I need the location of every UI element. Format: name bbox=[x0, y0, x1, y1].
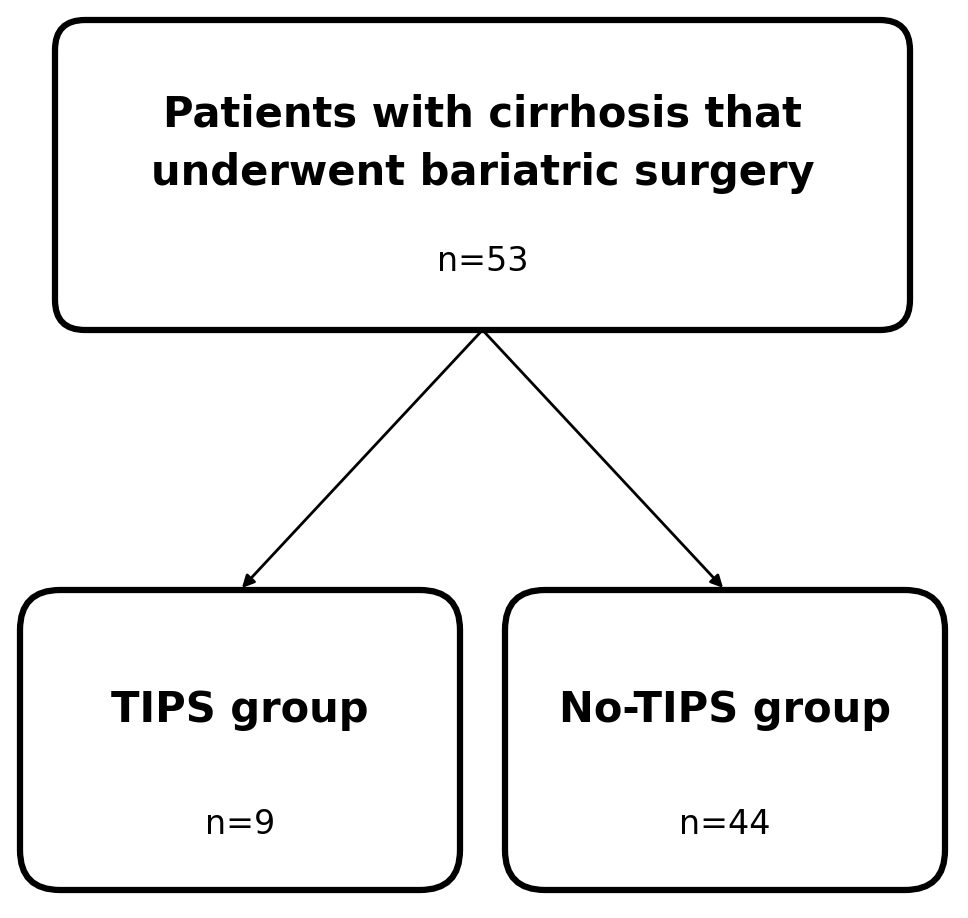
Text: Patients with cirrhosis that
underwent bariatric surgery: Patients with cirrhosis that underwent b… bbox=[151, 94, 814, 195]
Text: n=53: n=53 bbox=[437, 245, 529, 278]
Text: TIPS group: TIPS group bbox=[111, 689, 369, 731]
Text: No-TIPS group: No-TIPS group bbox=[559, 689, 892, 731]
Text: n=9: n=9 bbox=[205, 808, 275, 841]
FancyBboxPatch shape bbox=[505, 590, 945, 890]
FancyBboxPatch shape bbox=[20, 590, 460, 890]
FancyBboxPatch shape bbox=[55, 20, 910, 330]
Text: n=44: n=44 bbox=[680, 808, 771, 841]
